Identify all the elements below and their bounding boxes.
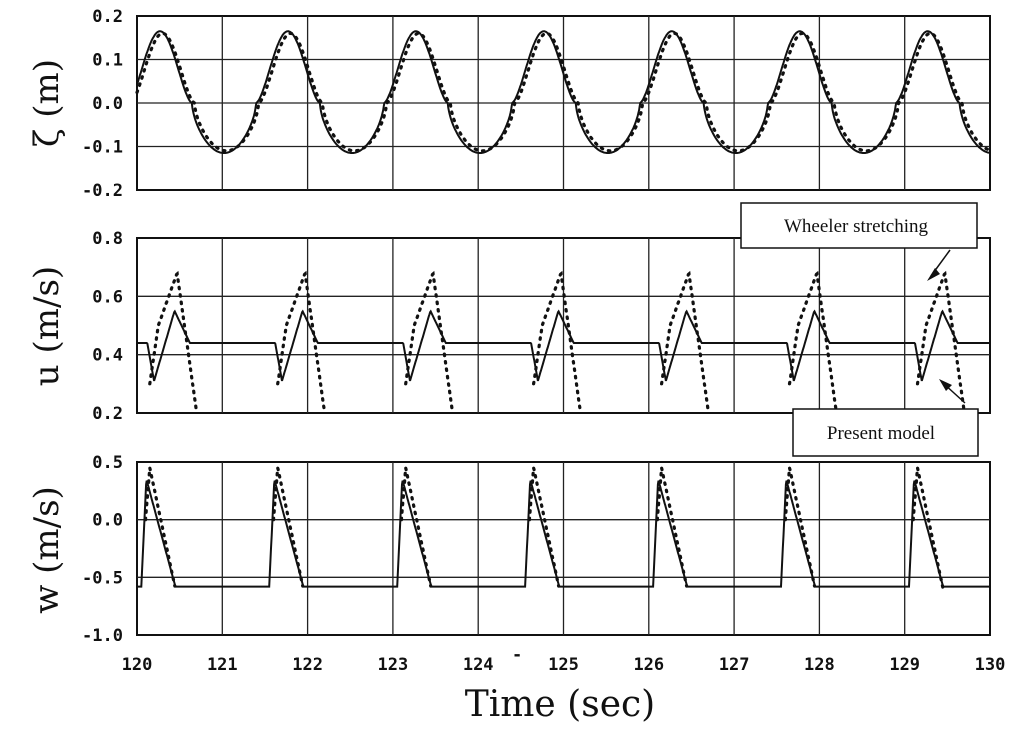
y-tick-label: -0.1: [82, 138, 123, 158]
y-tick-label: -0.5: [82, 568, 123, 588]
y-tick-label: 0.0: [92, 94, 123, 114]
y-tick-label: 0.8: [92, 229, 123, 249]
y-tick-label: 0.6: [92, 287, 123, 307]
y-axis-label-u: u (m/s): [27, 266, 67, 386]
x-tick-label: 127: [719, 655, 750, 675]
panel-u: 0.8 0.6 0.4 0.2: [92, 229, 991, 424]
panel-zeta: 0.2 0.1 0.0 -0.1 -0.2: [82, 7, 992, 201]
series-solid-line: [137, 480, 990, 588]
series-solid-line: [137, 309, 990, 382]
y-tick-label: 0.5: [92, 453, 123, 473]
x-axis-label: Time (sec): [465, 684, 655, 725]
y-axis-label-zeta: ζ (m): [27, 59, 67, 147]
stray-mark: -: [512, 645, 522, 665]
x-tick-label: 130: [975, 655, 1006, 675]
annotation-present-text: Present model: [827, 423, 935, 444]
series-solid-line: [136, 30, 991, 154]
x-tick-label: 120: [122, 655, 153, 675]
y-tick-label: 0.2: [92, 404, 123, 424]
x-tick-label: 124: [463, 655, 494, 675]
series-dotted-line: [135, 31, 992, 153]
x-tick-label: 122: [292, 655, 323, 675]
x-tick-label: 129: [889, 655, 920, 675]
y-tick-label: 0.0: [92, 511, 123, 531]
x-tick-label: 121: [207, 655, 238, 675]
y-tick-label: -1.0: [82, 626, 123, 646]
x-tick-label: 125: [548, 655, 579, 675]
y-tick-label: -0.2: [82, 181, 123, 201]
annotation-wheeler: Wheeler stretching: [740, 202, 978, 281]
x-tick-labels: 120 121 122 123 124 125 126 127 128 129 130: [122, 655, 1006, 675]
y-axis-label-w: w (m/s): [27, 486, 67, 614]
x-tick-label: 123: [378, 655, 409, 675]
y-tick-label: 0.4: [92, 346, 123, 366]
x-tick-label: 128: [804, 655, 835, 675]
x-tick-label: 126: [633, 655, 664, 675]
annotation-wheeler-text: Wheeler stretching: [784, 216, 929, 237]
annotation-present: Present model: [792, 379, 979, 457]
y-tick-label: 0.1: [92, 51, 123, 71]
panel-w: 0.5 0.0 -0.5 -1.0: [82, 453, 991, 646]
y-tick-label: 0.2: [92, 7, 123, 27]
